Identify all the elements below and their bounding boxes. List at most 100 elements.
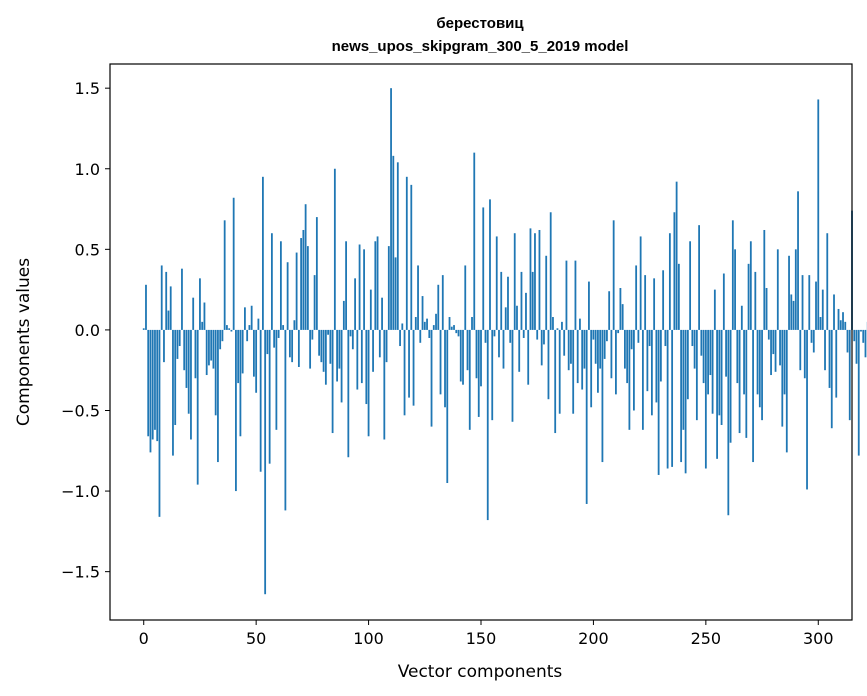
bar-165 (513, 233, 516, 330)
bar-244 (691, 329, 694, 347)
bar-187 (563, 329, 566, 356)
y-tick-label: −0.5 (61, 401, 100, 420)
bar-220 (637, 329, 640, 343)
bar-159 (500, 271, 503, 330)
bar-172 (529, 228, 532, 330)
bar-217 (630, 329, 633, 350)
bar-301 (819, 317, 822, 330)
bar-82 (327, 329, 329, 335)
bar-92 (349, 329, 352, 337)
bar-150 (480, 329, 482, 387)
bar-85 (333, 168, 336, 330)
bar-303 (824, 329, 826, 371)
bar-290 (794, 249, 797, 330)
bar-33 (217, 329, 219, 463)
bar-306 (830, 329, 833, 429)
bar-59 (275, 329, 278, 430)
bar-205 (603, 329, 606, 359)
bar-288 (790, 294, 793, 330)
bar-318 (857, 329, 860, 456)
bar-222 (641, 329, 644, 430)
bar-78 (318, 329, 321, 356)
bar-224 (646, 329, 649, 392)
bar-153 (486, 329, 489, 521)
bar-193 (576, 329, 579, 384)
bar-191 (572, 329, 575, 414)
bar-272 (754, 271, 757, 330)
bar-177 (540, 329, 543, 366)
bar-32 (214, 329, 217, 416)
bar-112 (394, 257, 397, 330)
bar-240 (682, 329, 685, 430)
bar-64 (286, 262, 289, 330)
bar-304 (826, 233, 829, 330)
bar-88 (340, 329, 343, 403)
bar-10 (165, 271, 168, 330)
bar-120 (412, 329, 415, 406)
bar-210 (615, 329, 617, 395)
bar-34 (219, 329, 222, 350)
bar-182 (552, 317, 554, 330)
chart-title-line2: news_upos_skipgram_300_5_2019 model (332, 38, 629, 55)
bar-89 (342, 300, 345, 330)
bar-122 (417, 265, 419, 330)
bar-234 (668, 233, 671, 330)
bar-176 (538, 229, 541, 330)
bar-118 (408, 329, 410, 398)
y-tick-label: −1.0 (61, 482, 100, 501)
bar-113 (396, 162, 399, 330)
bar-93 (351, 329, 354, 350)
bar-61 (279, 241, 282, 330)
bar-105 (378, 329, 381, 358)
bar-286 (785, 329, 788, 453)
bar-249 (702, 329, 705, 384)
bar-233 (666, 329, 669, 469)
bar-130 (435, 313, 437, 330)
bar-81 (324, 329, 327, 385)
bar-179 (545, 255, 548, 330)
bar-71 (302, 229, 305, 330)
bar-68 (295, 252, 298, 330)
bar-309 (837, 308, 840, 330)
bar-289 (792, 300, 795, 330)
bar-30 (210, 329, 213, 361)
bar-12 (169, 286, 172, 330)
bar-117 (405, 176, 408, 330)
bar-204 (601, 329, 604, 463)
bar-63 (284, 329, 287, 511)
bar-203 (599, 329, 602, 369)
bar-230 (659, 329, 662, 382)
bar-143 (464, 265, 467, 330)
bar-54 (264, 329, 267, 595)
bar-49 (253, 329, 255, 377)
bar-212 (619, 288, 622, 330)
bar-279 (770, 329, 772, 376)
bar-163 (509, 329, 512, 343)
bar-267 (743, 329, 745, 395)
bar-37 (226, 325, 228, 330)
bar-109 (387, 246, 390, 330)
x-tick-label: 300 (803, 629, 834, 648)
bar-149 (477, 329, 480, 417)
bar-295 (806, 329, 808, 490)
y-axis-label: Components values (14, 258, 34, 426)
bar-28 (205, 329, 208, 376)
bar-166 (516, 305, 518, 330)
bar-35 (221, 329, 224, 342)
bar-5 (154, 329, 156, 430)
bar-129 (432, 325, 435, 330)
bar-116 (403, 329, 406, 416)
bar-214 (624, 329, 626, 369)
bar-160 (502, 329, 505, 369)
bar-190 (570, 329, 572, 364)
bar-287 (788, 255, 790, 330)
bar-145 (468, 329, 471, 430)
bar-188 (565, 260, 568, 330)
bar-7 (158, 329, 161, 517)
bar-242 (686, 329, 689, 400)
bar-24 (196, 329, 199, 485)
bar-207 (608, 291, 611, 330)
bar-269 (747, 263, 750, 330)
bars-group (142, 88, 867, 595)
y-axis-ticks: −1.5 −1.0 −0.5 0.0 0.5 1.0 1.5 (61, 79, 110, 582)
